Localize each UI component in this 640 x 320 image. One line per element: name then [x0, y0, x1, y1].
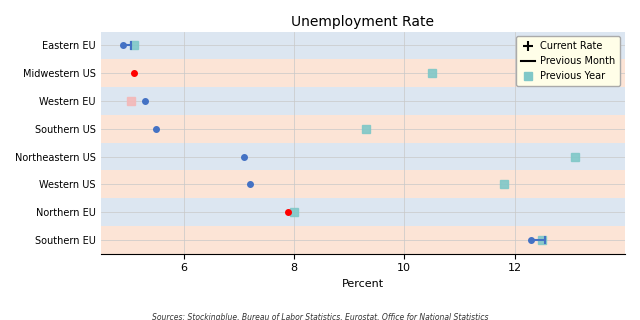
Title: Unemployment Rate: Unemployment Rate — [291, 15, 435, 29]
Text: Sources: Stockingblue, Bureau of Labor Statistics, Eurostat, Office for National: Sources: Stockingblue, Bureau of Labor S… — [152, 313, 488, 320]
Bar — [100, 226, 625, 254]
Bar — [100, 59, 625, 87]
Bar — [100, 32, 625, 59]
Bar — [100, 87, 625, 115]
Bar — [100, 171, 625, 198]
Bar — [100, 143, 625, 171]
Bar — [100, 198, 625, 226]
Bar — [100, 115, 625, 143]
Legend: Current Rate, Previous Month, Previous Year: Current Rate, Previous Month, Previous Y… — [516, 36, 620, 86]
X-axis label: Percent: Percent — [342, 279, 384, 289]
